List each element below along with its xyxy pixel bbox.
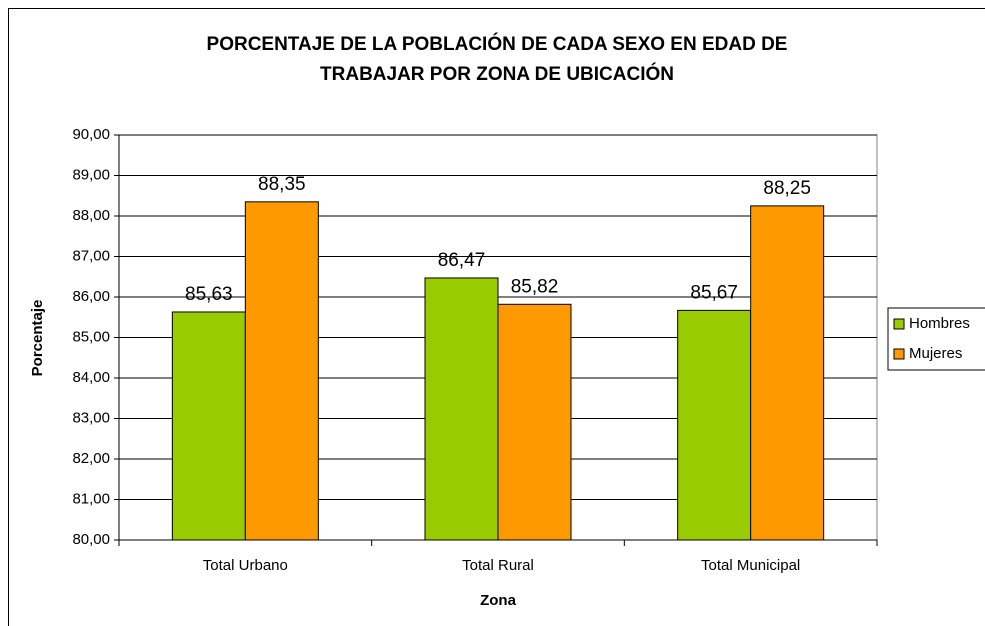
y-tick-label: 80,00	[72, 531, 110, 548]
value-label: 85,82	[511, 276, 559, 297]
y-tick-label: 84,00	[72, 369, 110, 386]
y-tick-label: 90,00	[72, 126, 110, 143]
y-axis-title: Porcentaje	[29, 300, 46, 377]
y-tick-label: 86,00	[72, 288, 110, 305]
y-tick-label: 83,00	[72, 409, 110, 426]
bar	[171, 311, 246, 541]
x-tick-label: Total Municipal	[701, 557, 800, 574]
bar	[424, 277, 499, 541]
bar	[750, 205, 825, 541]
y-tick-label: 89,00	[72, 166, 110, 183]
bar	[244, 201, 319, 541]
x-axis-title: Zona	[480, 592, 516, 609]
value-label: 85,63	[185, 284, 233, 305]
value-label: 85,67	[690, 282, 738, 303]
bar	[677, 309, 752, 541]
y-tick-label: 87,00	[72, 247, 110, 264]
chart-title: PORCENTAJE DE LA POBLACIÓN DE CADA SEXO …	[207, 33, 788, 55]
y-tick-label: 88,00	[72, 207, 110, 224]
value-label: 88,35	[258, 174, 306, 195]
y-tick-label: 81,00	[72, 490, 110, 507]
chart-title: TRABAJAR POR ZONA DE UBICACIÓN	[320, 63, 674, 85]
y-tick-label: 82,00	[72, 450, 110, 467]
legend-label: Mujeres	[909, 345, 962, 362]
legend-label: Hombres	[909, 315, 970, 332]
value-label: 88,25	[763, 178, 811, 199]
value-label: 86,47	[438, 250, 486, 271]
bar	[497, 303, 572, 541]
x-tick-label: Total Urbano	[203, 557, 288, 574]
x-tick-label: Total Rural	[462, 557, 534, 574]
legend-swatch	[893, 318, 905, 330]
legend-swatch	[893, 348, 905, 360]
legend-box	[887, 307, 985, 371]
y-tick-label: 85,00	[72, 328, 110, 345]
